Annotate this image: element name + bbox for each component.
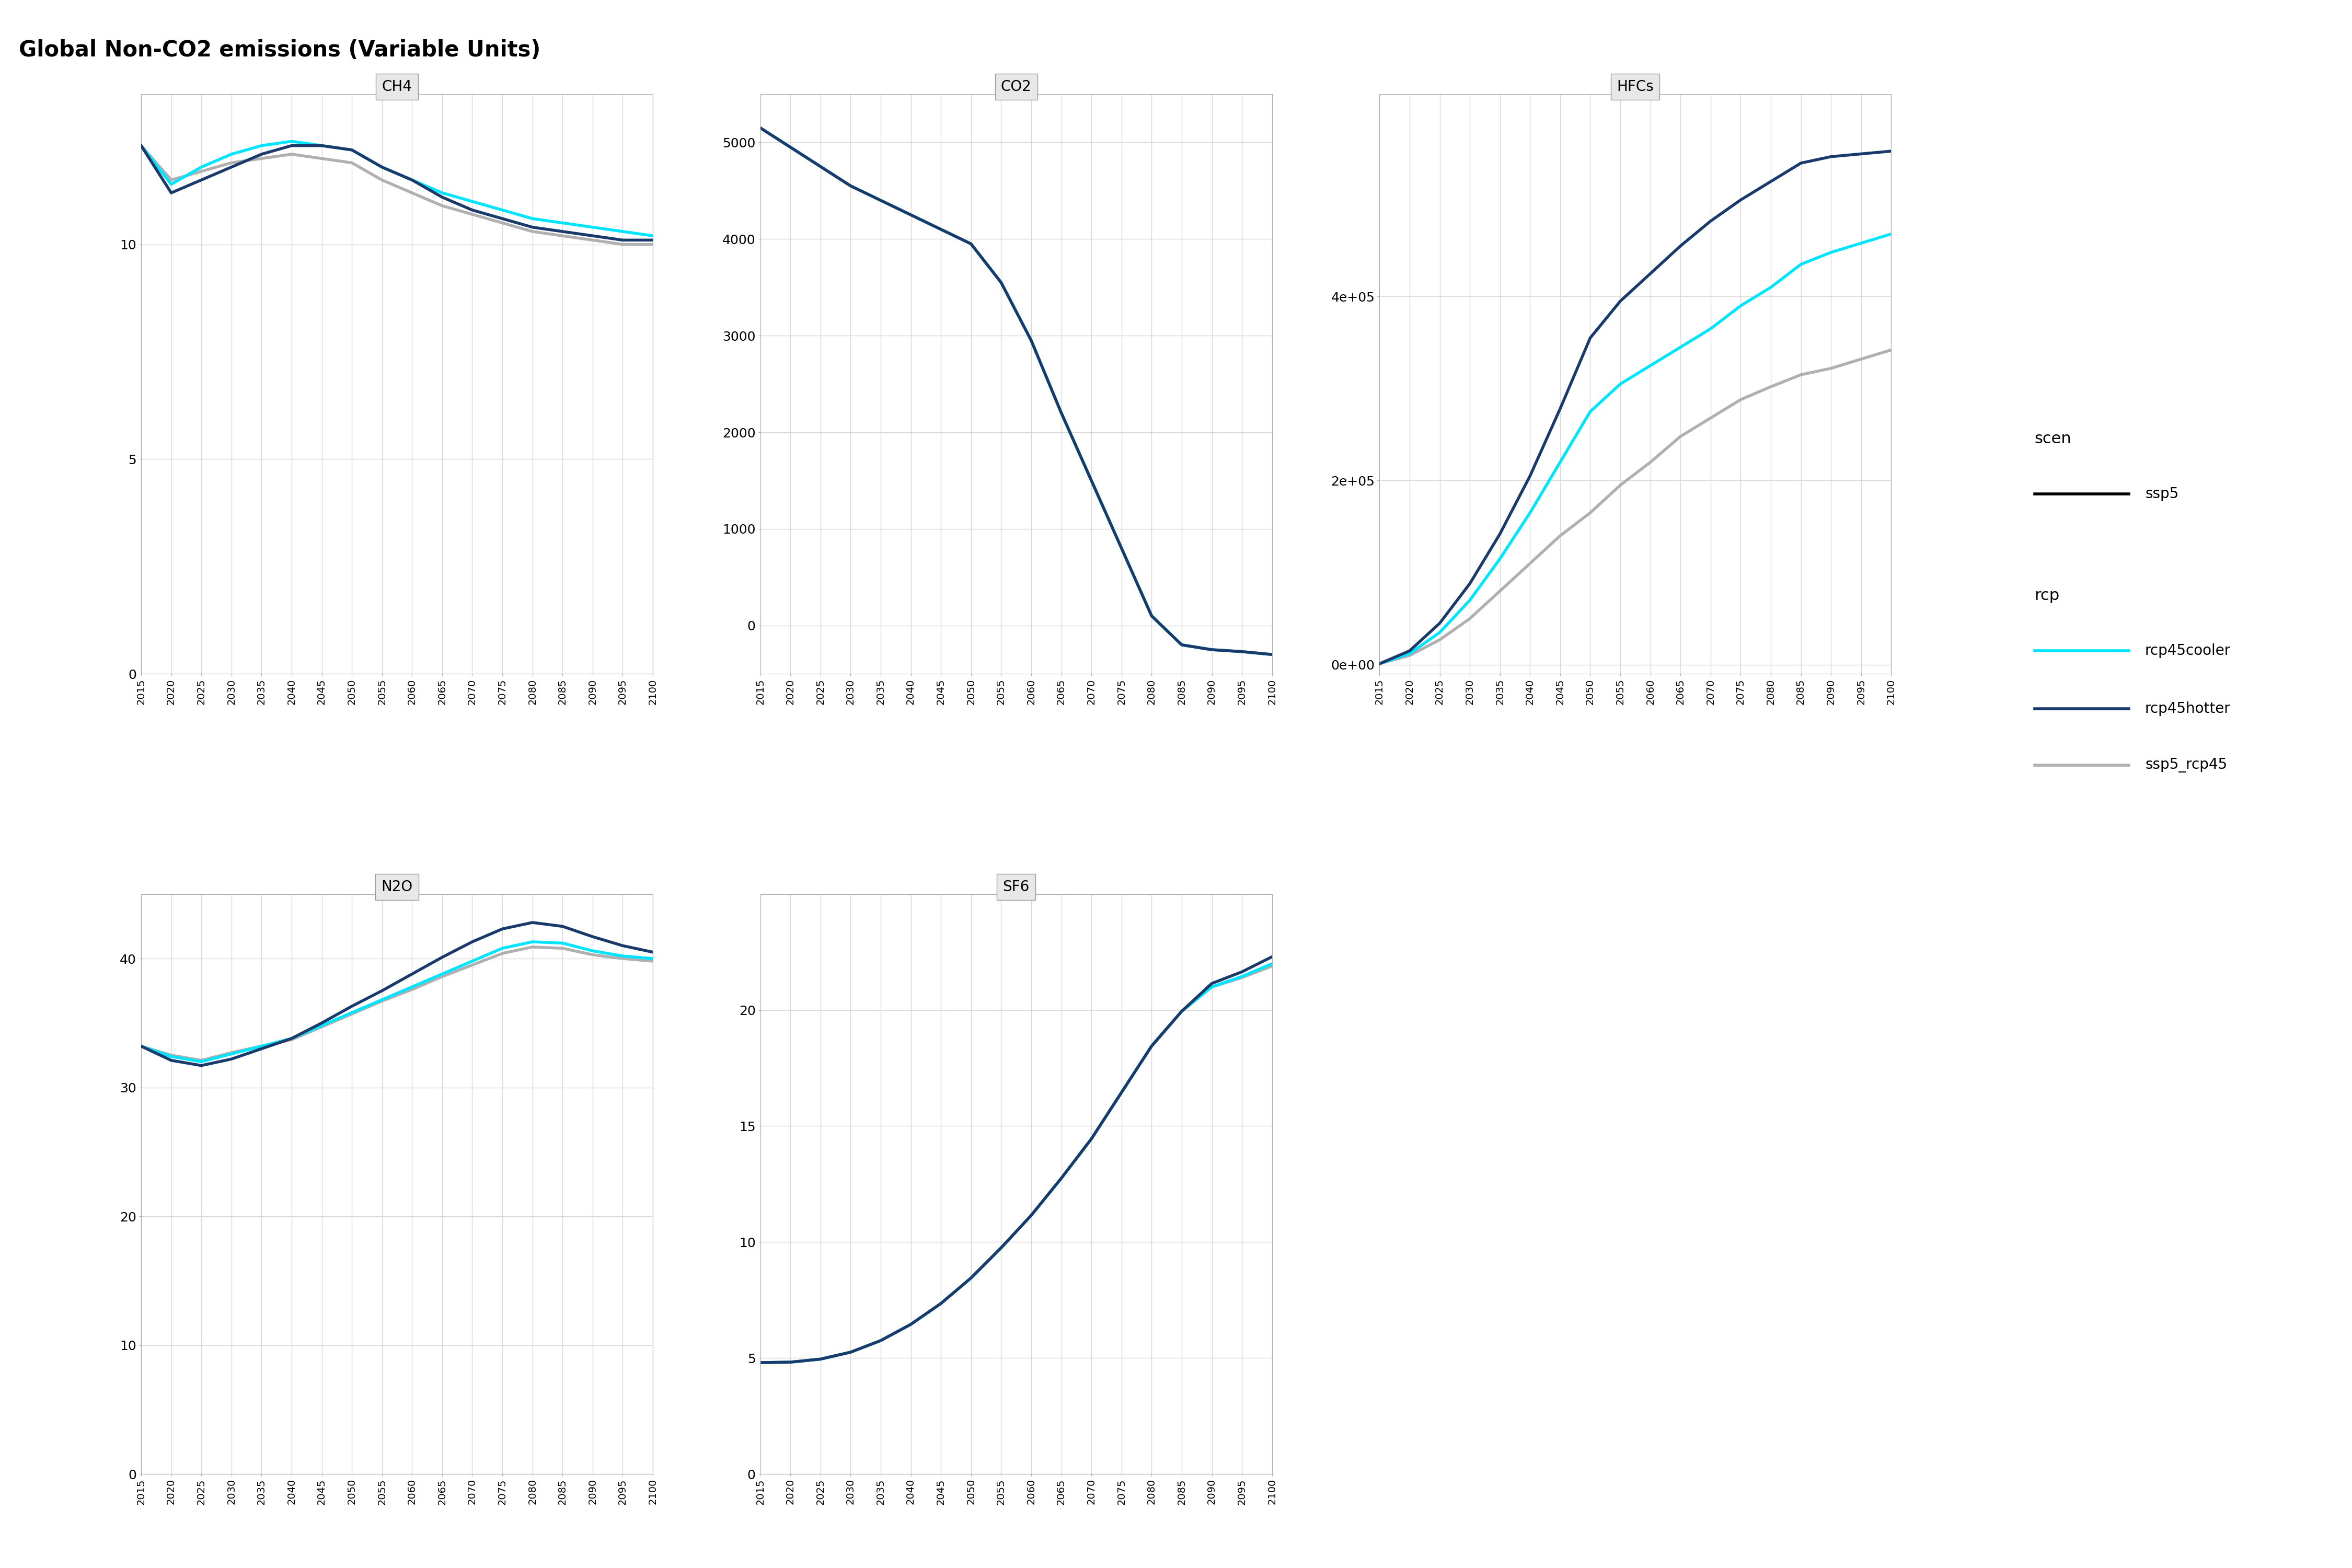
Title: SF6: SF6 xyxy=(1002,880,1030,894)
Text: rcp: rcp xyxy=(2034,588,2060,604)
Title: CH4: CH4 xyxy=(381,80,412,94)
Text: ssp5_rcp45: ssp5_rcp45 xyxy=(2145,757,2227,773)
Text: rcp45cooler: rcp45cooler xyxy=(2145,643,2230,659)
Text: rcp45hotter: rcp45hotter xyxy=(2145,701,2230,717)
Title: N2O: N2O xyxy=(381,880,412,894)
Text: ssp5: ssp5 xyxy=(2145,486,2178,502)
Title: HFCs: HFCs xyxy=(1616,80,1653,94)
Text: scen: scen xyxy=(2034,431,2072,447)
Text: Global Non-CO2 emissions (Variable Units): Global Non-CO2 emissions (Variable Units… xyxy=(19,39,541,61)
Title: CO2: CO2 xyxy=(1002,80,1033,94)
